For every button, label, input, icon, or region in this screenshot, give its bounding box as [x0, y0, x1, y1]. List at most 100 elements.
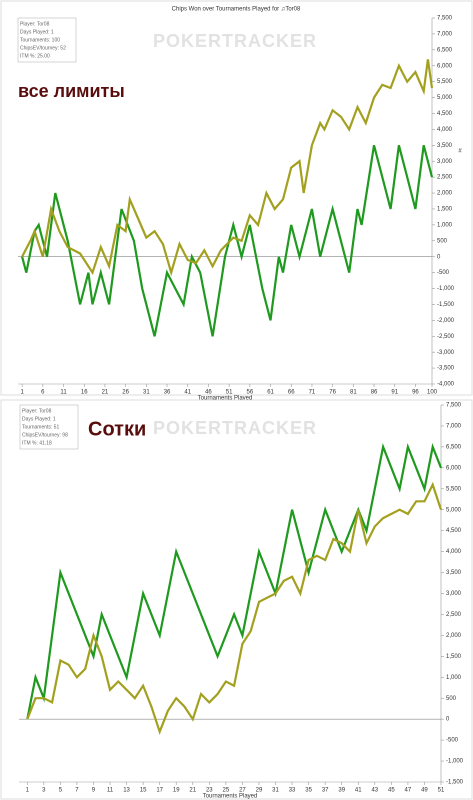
x-axis-label: Tournaments Played: [198, 396, 253, 402]
y-tick-label: 6,500: [446, 444, 462, 450]
x-tick-label: 41: [355, 788, 362, 794]
x-tick-label: 33: [289, 788, 296, 794]
y-tick-label: 5,500: [446, 486, 462, 492]
x-tick-label: 86: [371, 390, 378, 396]
y-tick-label: -500: [437, 270, 450, 276]
chart-frame: [0, 0, 473, 396]
x-tick-label: 47: [405, 788, 412, 794]
y-tick-label: -1,000: [446, 759, 464, 765]
x-tick-label: 37: [322, 788, 329, 794]
x-tick-label: 21: [102, 390, 109, 396]
info-line: Tournaments: 100: [20, 37, 60, 43]
y-tick-label: 1,000: [446, 675, 462, 681]
x-tick-label: 13: [123, 788, 130, 794]
y-tick-label: 4,000: [446, 549, 462, 555]
y-tick-label: -500: [446, 738, 459, 744]
watermark: POKERTRACKER: [153, 31, 317, 51]
y-tick-label: 3,000: [437, 159, 453, 165]
x-tick-label: 11: [107, 788, 114, 794]
info-line: Player: Tor08: [22, 408, 52, 414]
y-tick-label: -2,000: [437, 318, 455, 324]
x-tick-label: 56: [246, 390, 253, 396]
x-tick-label: 96: [412, 390, 419, 396]
x-tick-label: 19: [173, 788, 180, 794]
y-tick-label: 3,000: [446, 591, 462, 597]
info-line: ChipsEV/tourney: 52: [20, 45, 66, 51]
info-line: Tournaments: 51: [22, 424, 59, 430]
y-tick-label: 7,500: [446, 403, 462, 409]
x-tick-label: 7: [75, 788, 79, 794]
info-line: Days Played: 1: [22, 416, 56, 422]
x-tick-label: 41: [184, 390, 191, 396]
x-tick-label: 1: [26, 788, 30, 794]
y-tick-label: 6,000: [437, 63, 453, 69]
x-tick-label: 71: [309, 390, 316, 396]
y-tick-label: 7,000: [446, 424, 462, 430]
x-tick-label: 25: [223, 788, 230, 794]
x-tick-label: 5: [59, 788, 63, 794]
x-tick-label: 9: [92, 788, 96, 794]
series-line: [26, 481, 443, 735]
y-tick-label: 2,500: [437, 175, 453, 181]
y-tick-label: 6,000: [446, 465, 462, 471]
y-tick-label: 3,500: [437, 143, 453, 149]
y-tick-label: 1,000: [437, 222, 453, 228]
y-tick-label: -1,500: [446, 780, 464, 786]
y-tick-label: 2,000: [446, 633, 462, 639]
x-tick-label: 76: [329, 390, 336, 396]
y-tick-label: -3,000: [437, 350, 455, 356]
info-line: ITM %: 41.18: [22, 440, 52, 446]
x-tick-label: 91: [391, 390, 398, 396]
info-line: Player: Tor08: [20, 21, 50, 27]
x-tick-label: 11: [60, 390, 67, 396]
y-tick-label: 2,500: [446, 612, 462, 618]
annotation: все лимиты: [18, 81, 125, 101]
x-tick-label: 26: [122, 390, 129, 396]
y-tick-label: -2,500: [437, 334, 455, 340]
x-tick-label: 43: [371, 788, 378, 794]
y-tick-label: -1,000: [437, 286, 455, 292]
y-tick-label: 5,500: [437, 79, 453, 85]
y-tick-label: 1,500: [437, 207, 453, 213]
chart-title: Chips Won over Tournaments Played for ♫T…: [172, 7, 301, 13]
x-tick-label: 21: [189, 788, 196, 794]
info-line: ITM %: 25.00: [20, 53, 50, 59]
x-tick-label: 6: [41, 390, 45, 396]
y-tick-label: -1,500: [437, 302, 455, 308]
x-tick-label: 45: [388, 788, 395, 794]
info-line: Days Played: 1: [20, 29, 54, 35]
x-tick-label: 29: [256, 788, 263, 794]
x-tick-label: 66: [288, 390, 295, 396]
series-line: [21, 145, 434, 337]
chart-frame: [0, 399, 473, 800]
x-tick-label: 100: [427, 390, 438, 396]
x-tick-label: 51: [438, 788, 445, 794]
y-axis-label: #: [458, 149, 462, 155]
x-tick-label: 3: [42, 788, 46, 794]
x-tick-label: 36: [164, 390, 171, 396]
y-tick-label: -4,000: [437, 382, 455, 388]
y-tick-label: 7,000: [437, 31, 453, 37]
y-tick-label: 5,000: [446, 507, 462, 513]
x-tick-label: 16: [81, 390, 88, 396]
x-tick-label: 27: [239, 788, 246, 794]
y-tick-label: -3,500: [437, 366, 455, 372]
x-tick-label: 35: [305, 788, 312, 794]
x-axis-label: Tournaments Played: [203, 794, 258, 800]
y-tick-label: 0: [446, 717, 450, 723]
y-tick-label: 6,500: [437, 47, 453, 53]
y-tick-label: 1,500: [446, 654, 462, 660]
x-tick-label: 51: [226, 390, 233, 396]
watermark: POKERTRACKER: [153, 418, 317, 438]
y-tick-label: 5,000: [437, 95, 453, 101]
x-tick-label: 49: [421, 788, 428, 794]
y-tick-label: 4,500: [437, 111, 453, 117]
x-tick-label: 31: [143, 390, 150, 396]
y-tick-label: 500: [446, 696, 457, 702]
info-box: [17, 17, 77, 63]
x-tick-label: 39: [338, 788, 345, 794]
x-tick-label: 1: [20, 390, 24, 396]
y-tick-label: 7,500: [437, 16, 453, 22]
y-tick-label: 3,500: [446, 570, 462, 576]
